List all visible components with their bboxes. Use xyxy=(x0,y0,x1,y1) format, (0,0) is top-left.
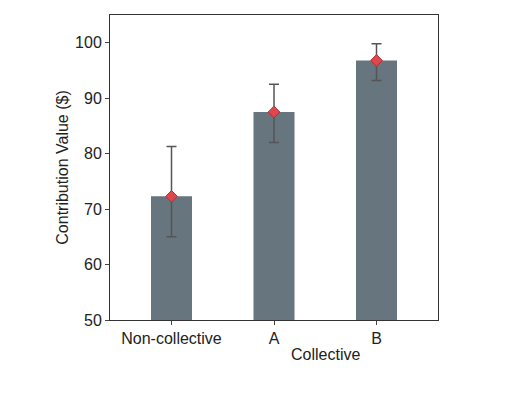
svg-text:Non-collective: Non-collective xyxy=(121,330,222,347)
svg-text:90: 90 xyxy=(84,90,102,107)
svg-text:Collective: Collective xyxy=(291,346,360,363)
svg-text:80: 80 xyxy=(84,145,102,162)
svg-text:70: 70 xyxy=(84,201,102,218)
svg-text:B: B xyxy=(371,330,382,347)
svg-text:A: A xyxy=(269,330,280,347)
svg-text:100: 100 xyxy=(75,34,102,51)
svg-text:Contribution Value ($): Contribution Value ($) xyxy=(54,90,71,244)
svg-text:60: 60 xyxy=(84,256,102,273)
svg-text:50: 50 xyxy=(84,312,102,329)
